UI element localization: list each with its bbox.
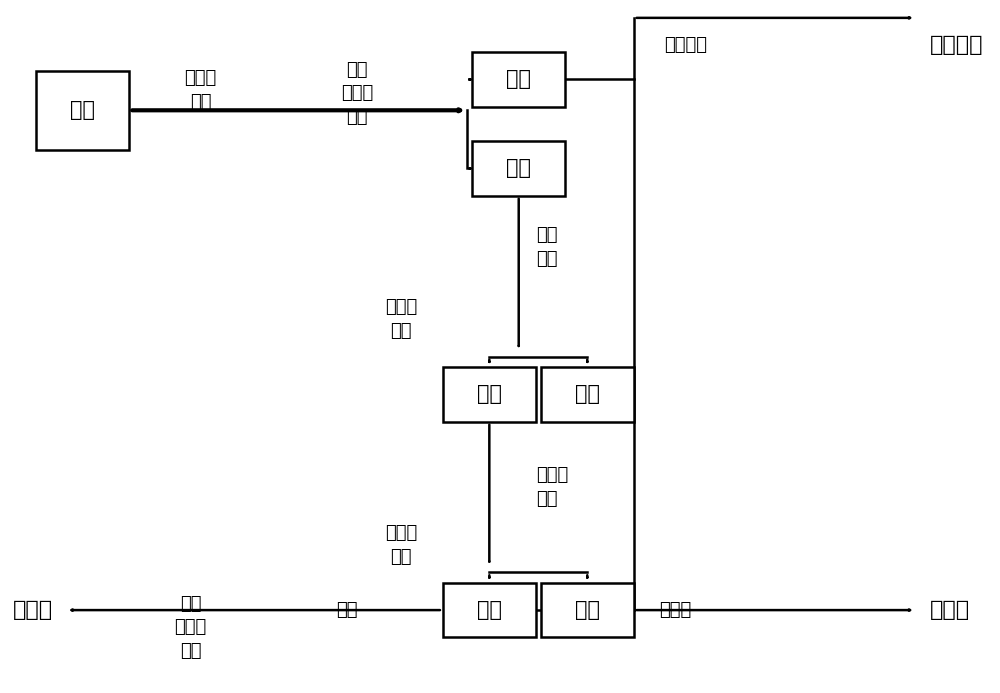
Text: 滤渣: 滤渣 <box>477 385 502 405</box>
Text: 达标排放: 达标排放 <box>930 35 984 55</box>
Bar <box>541 367 634 422</box>
Text: 后处理: 后处理 <box>659 601 692 619</box>
Text: 滤液: 滤液 <box>477 600 502 620</box>
Text: 提取剂
搅拌: 提取剂 搅拌 <box>184 69 217 111</box>
Text: 沉淀
过滤或
离心: 沉淀 过滤或 离心 <box>174 595 207 660</box>
Text: 提取剂: 提取剂 <box>930 600 970 620</box>
Text: 滤液: 滤液 <box>506 69 531 89</box>
Bar <box>443 367 536 422</box>
Text: 过滤或
离心: 过滤或 离心 <box>385 524 417 566</box>
Text: 洗涤
沉淀: 洗涤 沉淀 <box>536 227 558 268</box>
Text: 酸析: 酸析 <box>337 601 358 619</box>
Text: 原水: 原水 <box>70 100 95 121</box>
Text: 滤液: 滤液 <box>575 385 600 405</box>
Text: 生化处理: 生化处理 <box>664 36 707 54</box>
Text: 滤渣: 滤渣 <box>575 600 600 620</box>
Bar <box>443 583 536 638</box>
Text: 沉淀
过滤或
离心: 沉淀 过滤或 离心 <box>341 60 373 125</box>
Bar <box>541 583 634 638</box>
Bar <box>472 141 565 196</box>
Text: 回收物: 回收物 <box>13 600 53 620</box>
Text: 过滤或
离心: 过滤或 离心 <box>385 298 417 340</box>
Bar <box>472 52 565 107</box>
Text: 再生剂
沉淀: 再生剂 沉淀 <box>536 466 569 508</box>
Bar <box>36 71 129 150</box>
Text: 滤渣: 滤渣 <box>506 159 531 179</box>
